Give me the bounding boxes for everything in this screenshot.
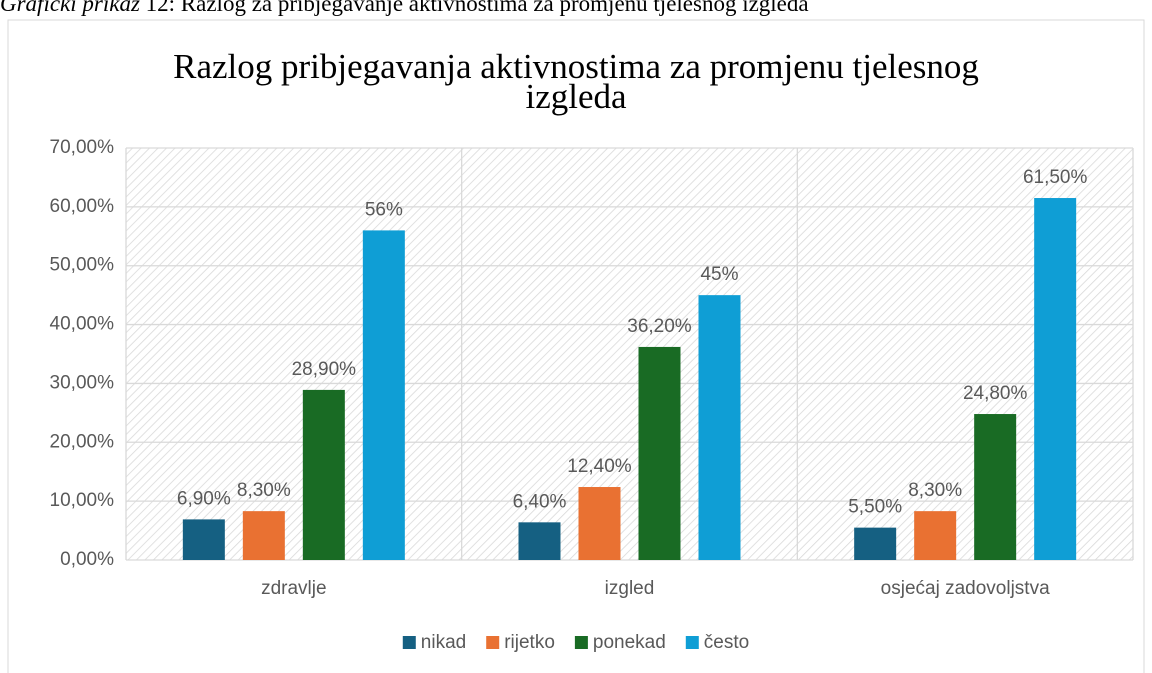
caption-prefix: Grafički prikaz	[0, 0, 140, 16]
chart-border	[7, 19, 1145, 673]
bar	[182, 519, 225, 560]
bar	[242, 511, 285, 560]
data-label: 5,50%	[848, 497, 902, 518]
bar	[362, 230, 405, 560]
y-tick-label: 40,00%	[50, 314, 115, 335]
data-label: 61,50%	[1023, 167, 1088, 188]
data-label: 12,40%	[567, 456, 632, 477]
y-tick-label: 10,00%	[50, 490, 115, 511]
legend-item: ponekad	[574, 632, 666, 653]
caption: Grafički prikaz 12: Razlog za pribjegava…	[0, 0, 809, 16]
legend-swatch	[685, 636, 699, 649]
y-tick-label: 70,00%	[50, 137, 115, 158]
y-tick-label: 50,00%	[50, 255, 115, 276]
chart-title: Razlog pribjegavanja aktivnostima za pro…	[173, 47, 979, 116]
x-tick-label: izgled	[605, 578, 655, 599]
plot-background	[126, 148, 1133, 560]
legend-item: nikad	[402, 632, 466, 653]
legend-label: rijetko	[504, 632, 555, 653]
y-tick-label: 20,00%	[50, 431, 115, 452]
y-tick-label: 0,00%	[60, 549, 114, 570]
bar	[638, 346, 681, 560]
bar	[698, 295, 741, 560]
bar	[518, 522, 561, 560]
data-label: 45%	[700, 264, 738, 285]
data-label: 28,90%	[292, 359, 357, 380]
bar	[1034, 198, 1077, 560]
data-label: 36,20%	[627, 316, 692, 337]
data-label: 6,40%	[513, 491, 567, 512]
y-tick-label: 30,00%	[50, 372, 115, 393]
legend-label: često	[704, 632, 749, 653]
caption-text: 12: Razlog za pribjegavanje aktivnostima…	[146, 0, 809, 16]
legend-swatch	[486, 636, 500, 649]
data-label: 6,90%	[177, 488, 231, 509]
legend-item: često	[685, 632, 749, 653]
data-label: 8,30%	[908, 480, 962, 501]
legend-item: rijetko	[486, 632, 555, 653]
bar	[974, 414, 1017, 560]
bar	[914, 511, 957, 560]
data-label: 8,30%	[237, 480, 291, 501]
legend-swatch	[402, 636, 416, 649]
x-tick-label: zdravlje	[261, 578, 326, 599]
legend-swatch	[574, 636, 588, 649]
bar	[302, 389, 345, 560]
y-tick-label: 60,00%	[50, 196, 115, 217]
data-label: 24,80%	[963, 383, 1028, 404]
x-tick-label: osjećaj zadovoljstva	[881, 578, 1050, 599]
bar	[854, 527, 897, 560]
data-label: 56%	[365, 199, 403, 220]
bar	[578, 487, 621, 560]
legend-label: nikad	[421, 632, 466, 653]
legend-label: ponekad	[593, 632, 666, 653]
